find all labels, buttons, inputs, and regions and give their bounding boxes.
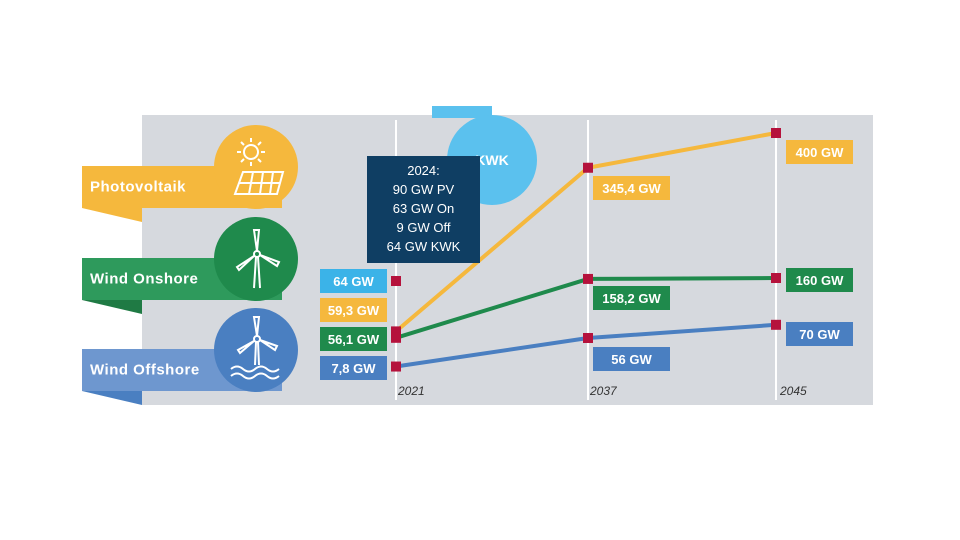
- pv-value-label-2037: 345,4 GW: [593, 176, 670, 200]
- data-point-2-2037: [583, 333, 593, 343]
- x-tick-2021: 2021: [398, 384, 425, 398]
- legend-label-wind-onshore: Wind Onshore: [90, 270, 199, 288]
- onshore-value-label-2037: 158,2 GW: [593, 286, 670, 310]
- data-point-0-2037: [583, 162, 593, 173]
- data-point-0-2045: [771, 128, 781, 138]
- data-point-1-2045: [771, 273, 781, 283]
- annotation-line-offshore: 9 GW Off: [396, 220, 451, 235]
- annotation-2024-box: 2024: 90 GW PV 63 GW On 9 GW Off 64 GW K…: [367, 156, 480, 263]
- wind-turbine-icon: [214, 217, 298, 301]
- onshore-value-label-2045: 160 GW: [786, 268, 853, 292]
- legend-label-wind-offshore: Wind Offshore: [90, 361, 200, 379]
- offshore-value-label-2021: 7,8 GW: [320, 356, 387, 380]
- offshore-value-label-2045: 70 GW: [786, 322, 853, 346]
- solar-panel-icon: [214, 125, 298, 209]
- data-point-1-2037: [583, 273, 593, 284]
- x-tick-2037: 2037: [590, 384, 617, 398]
- data-point-2-2021: [391, 361, 401, 372]
- data-point-0-2021: [391, 326, 401, 337]
- series-line-2: [395, 322, 777, 369]
- onshore-value-label-2021: 56,1 GW: [320, 327, 387, 351]
- offshore-wind-icon: [214, 308, 298, 392]
- data-point-1-2021: [391, 332, 401, 343]
- annotation-line-kwk: 64 GW KWK: [386, 239, 461, 254]
- annotation-title: 2024:: [407, 163, 440, 178]
- kwk-value-label-2021: 64 GW: [320, 269, 387, 293]
- offshore-value-label-2037: 56 GW: [593, 347, 670, 371]
- annotation-line-pv: 90 GW PV: [392, 182, 455, 197]
- x-tick-2045: 2045: [780, 384, 807, 398]
- pv-value-label-2045: 400 GW: [786, 140, 853, 164]
- pv-value-label-2021: 59,3 GW: [320, 298, 387, 322]
- data-point-kwk-2021: [391, 276, 401, 286]
- legend-label-photovoltaik: Photovoltaik: [90, 178, 187, 196]
- annotation-line-onshore: 63 GW On: [392, 201, 455, 216]
- kwk-tab-decoration: [432, 106, 492, 118]
- data-point-2-2045: [771, 319, 781, 330]
